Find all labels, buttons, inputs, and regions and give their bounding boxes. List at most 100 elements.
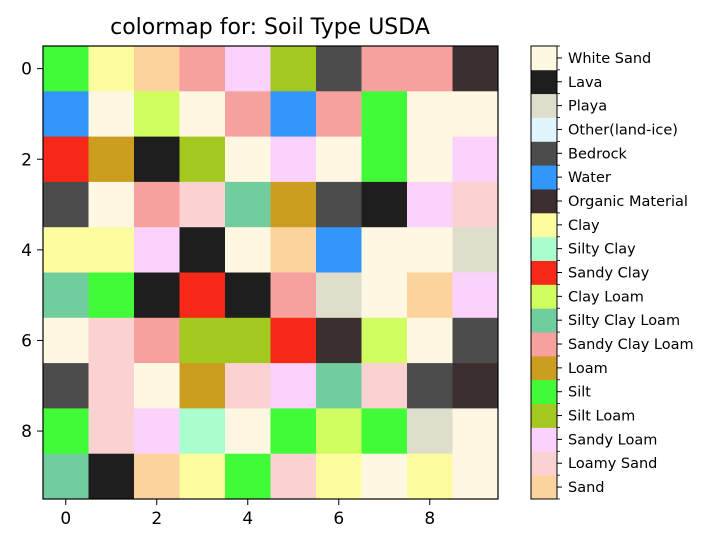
colorbar-swatch [531,451,557,476]
heatmap-cell [134,181,180,228]
colorbar-swatch [531,355,557,381]
heatmap-cell [134,227,180,273]
colorbar-swatch [531,236,557,261]
heatmap-cell [88,363,135,409]
colorbar-label: Sandy Clay [568,266,650,282]
heatmap-cell [270,227,317,273]
heatmap-cell [134,408,180,455]
colorbar-label: Lava [568,75,602,91]
heatmap-cell [134,46,180,92]
heatmap-cell [270,408,317,455]
heatmap-cell [316,317,362,364]
heatmap-cell [407,408,453,455]
heatmap-cell [88,272,135,319]
heatmap-cell [452,408,499,455]
heatmap-cell [361,227,408,273]
heatmap-cell [407,46,453,92]
x-tick-label: 4 [242,509,253,529]
colorbar-swatch [531,165,557,190]
colorbar-label: Organic Material [568,194,688,210]
colorbar-swatch [531,427,557,452]
colorbar-label: Sand [568,480,604,496]
colorbar-label: Bedrock [568,146,628,162]
heatmap-cell [452,181,499,228]
heatmap-cell [134,453,180,500]
colorbar-label: Silt [568,385,591,401]
heatmap-cell [452,227,499,273]
heatmap-cell [225,46,271,92]
heatmap-cell [179,272,226,319]
heatmap-cell [43,227,89,273]
heatmap-cell [225,227,271,273]
colorbar-swatch [531,308,557,333]
heatmap-cell [407,363,453,409]
heatmap-cell [179,453,226,500]
heatmap-cell [88,46,135,92]
heatmap-cell [452,453,499,500]
heatmap-cell [179,363,226,409]
colorbar-swatch [531,403,557,428]
colorbar-swatch [531,475,557,500]
heatmap-cell [316,363,362,409]
heatmap-cell [452,317,499,364]
heatmap-cell [361,317,408,364]
heatmap-cell [361,181,408,228]
colorbar-swatch [531,212,557,238]
heatmap-cell [179,136,226,183]
heatmap-cell [225,408,271,455]
x-tick-label: 8 [424,509,435,529]
chart-title: colormap for: Soil Type USDA [110,15,430,40]
heatmap-cell [134,363,180,409]
heatmap-cell [407,317,453,364]
heatmap-cell [316,181,362,228]
colorbar-frame [530,45,558,500]
heatmap-cell [316,227,362,273]
heatmap-cell [88,317,135,364]
plot-frame [42,45,499,500]
colorbar-swatch [531,379,557,405]
heatmap-cell [43,272,89,319]
colorbar-legend: Sand Loamy Sand Sandy Loam Silt Loam Silt Loa… [530,45,694,500]
heatmap-cell [179,317,226,364]
y-tick-label: 2 [21,150,32,170]
heatmap-cell [179,227,226,273]
heatmap-cell [88,453,135,500]
heatmap-cell [407,227,453,273]
heatmap-cell [134,272,180,319]
colorbar-swatch [531,69,557,95]
heatmap-cell [316,91,362,138]
heatmap-cell [270,272,317,319]
heatmap-cell [270,363,317,409]
heatmap-cell [316,453,362,500]
colorbar-label: Loamy Sand [568,456,657,472]
heatmap-cell [270,46,317,92]
colorbar-label: Playa [568,99,607,115]
colorbar-label: Clay Loam [568,289,644,305]
heatmap-cell [270,181,317,228]
colorbar-swatch [531,93,557,118]
heatmap-cell [316,408,362,455]
colorbar-swatch [531,46,557,71]
heatmap-cell [270,91,317,138]
heatmap-cell [270,317,317,364]
heatmap-cell [88,91,135,138]
heatmap-cell [88,136,135,183]
colorbar-swatch [531,284,557,309]
heatmap-cell [452,91,499,138]
colorbar-label: Sandy Loam [568,432,657,448]
heatmap-cell [134,91,180,138]
y-tick-label: 8 [21,422,32,442]
heatmap-cell [43,46,89,92]
colorbar-label: Sandy Clay Loam [568,337,694,353]
heatmap-cell [225,272,271,319]
heatmap-cell [407,181,453,228]
colorbar-label: White Sand [568,51,651,67]
y-tick-label: 4 [21,241,32,261]
heatmap-cell [361,136,408,183]
colorbar-swatch [531,260,557,285]
heatmap-cell [270,453,317,500]
heatmap-cell [88,181,135,228]
heatmap-cell [407,136,453,183]
heatmap-cell [361,272,408,319]
